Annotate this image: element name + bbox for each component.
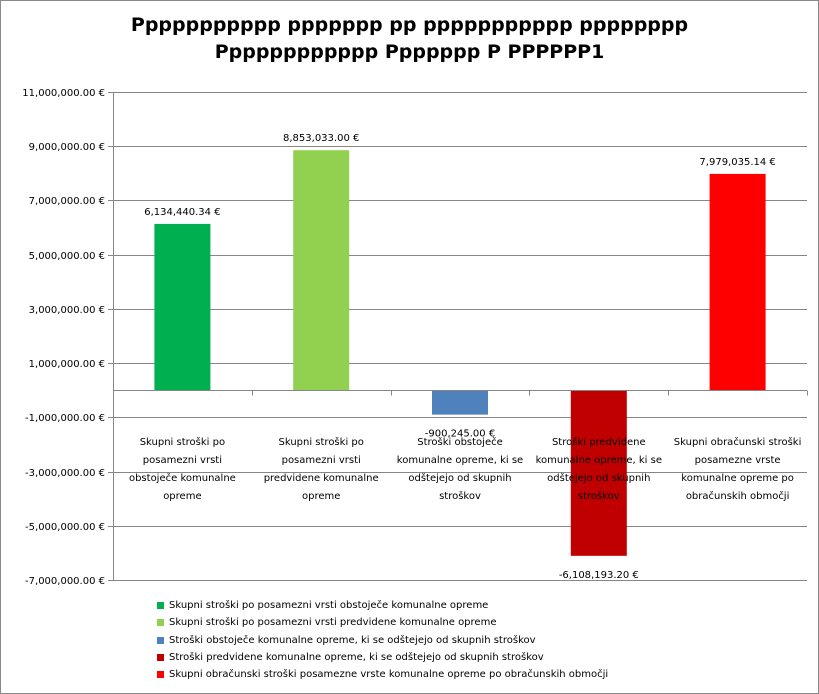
category-label-line: Skupni stroški po [278,437,364,448]
chart-title-line-2: Pppppppppppp Ppppppp P PPPPPP1 [214,41,605,63]
bars [154,150,766,556]
category-label-line: komunalne opreme, ki se [535,455,662,466]
legend-swatch [157,671,164,679]
y-tick-label: 11,000,000.00 € [22,88,105,99]
category-label-line: Stroški predvidene [551,437,646,448]
y-axis-tick-labels: 11,000,000.00 € 9,000,000.00 € 7,000,000.0… [22,88,105,587]
category-label-line: posamezne vrste [694,455,781,466]
legend-item: Skupni obračunski stroški posamezne vrst… [157,666,608,683]
legend: Skupni stroški po posamezni vrsti obstoj… [157,597,608,683]
legend-item: Skupni stroški po posamezni vrsti obstoj… [157,597,608,614]
category-label-line: Stroški obstoječe [417,437,503,448]
category-label-line: Skupni obračunski stroški [673,437,802,448]
y-tick-label: -5,000,000.00 € [25,522,105,533]
bar [570,390,627,556]
legend-label: Skupni stroški po posamezni vrsti predvi… [169,617,497,629]
data-label: 8,853,033.00 € [283,133,359,144]
category-label-line: odštejejo od skupnih [408,473,512,484]
data-label: 7,979,035.14 € [699,157,775,168]
legend-item: Skupni stroški po posamezni vrsti predvi… [157,614,608,631]
legend-swatch [157,602,164,610]
legend-label: Stroški predvidene komunalne opreme, ki … [169,652,544,664]
bar [709,173,766,391]
legend-swatch [157,619,164,627]
legend-item: Stroški obstoječe komunalne opreme, ki s… [157,632,608,649]
data-labels: 6,134,440.34 € 8,853,033.00 € -900,245.00 … [144,133,776,581]
legend-item: Stroški predvidene komunalne opreme, ki … [157,649,608,666]
data-label: 6,134,440.34 € [144,207,220,218]
category-label-line: obstoječe komunalne [128,473,236,484]
category-label: Stroški predvidene komunalne opreme, ki s… [532,434,666,506]
category-label: Skupni stroški po posamezni vrsti predvide… [254,434,388,506]
y-tick-label: 1,000,000.00 € [29,359,105,370]
y-tick-label: 3,000,000.00 € [29,305,105,316]
category-label-line: komunalne opreme, ki se [396,455,524,466]
gridlines [108,92,807,581]
legend-label: Skupni obračunski stroški posamezne vrst… [169,669,609,681]
legend-label: Stroški obstoječe komunalne opreme, ki s… [169,634,536,646]
category-label-line: stroškov [439,491,481,502]
category-label-line: odštejejo od skupnih [547,473,651,484]
category-label-line: Skupni stroški po [139,437,226,448]
y-tick-label: 7,000,000.00 € [29,196,105,207]
y-tick-label: 9,000,000.00 € [29,142,105,153]
category-label-line: komunalne opreme po [681,473,794,484]
axes [113,92,808,580]
legend-swatch [157,654,164,662]
category-label-line: opreme [163,491,202,502]
category-label-line: stroškov [577,491,620,502]
category-label: Skupni stroški po posamezni vrsti obstoječ… [115,434,249,506]
data-label: -900,245.00 € [425,429,495,440]
bar [293,150,350,391]
data-label: -6,108,193.20 € [559,570,639,581]
category-label: Stroški obstoječe komunalne opreme, ki se… [393,434,527,506]
chart-title-line-1: Ppppppppppp ppppppp pp ppppppppppp ppppp… [130,14,689,36]
category-label: Skupni obračunski stroški posamezne vrste… [671,434,805,506]
y-tick-label: -3,000,000.00 € [25,468,105,479]
bar [432,390,488,415]
category-label-line: obračunskih območji [685,491,790,502]
category-label-line: predvidene komunalne [263,473,379,484]
legend-label: Skupni stroški po posamezni vrsti obstoj… [169,600,489,612]
y-tick-label: -1,000,000.00 € [25,413,105,424]
y-tick-label: -7,000,000.00 € [25,576,105,587]
category-label-line: posamezni vrsti [281,455,361,466]
legend-swatch [157,636,164,644]
bar [154,223,211,391]
chart-title: Ppppppppppp ppppppp pp ppppppppppp ppppp… [0,12,819,66]
y-tick-label: 5,000,000.00 € [29,251,105,262]
category-label-line: posamezni vrsti [142,455,222,466]
category-label-line: opreme [301,491,341,502]
